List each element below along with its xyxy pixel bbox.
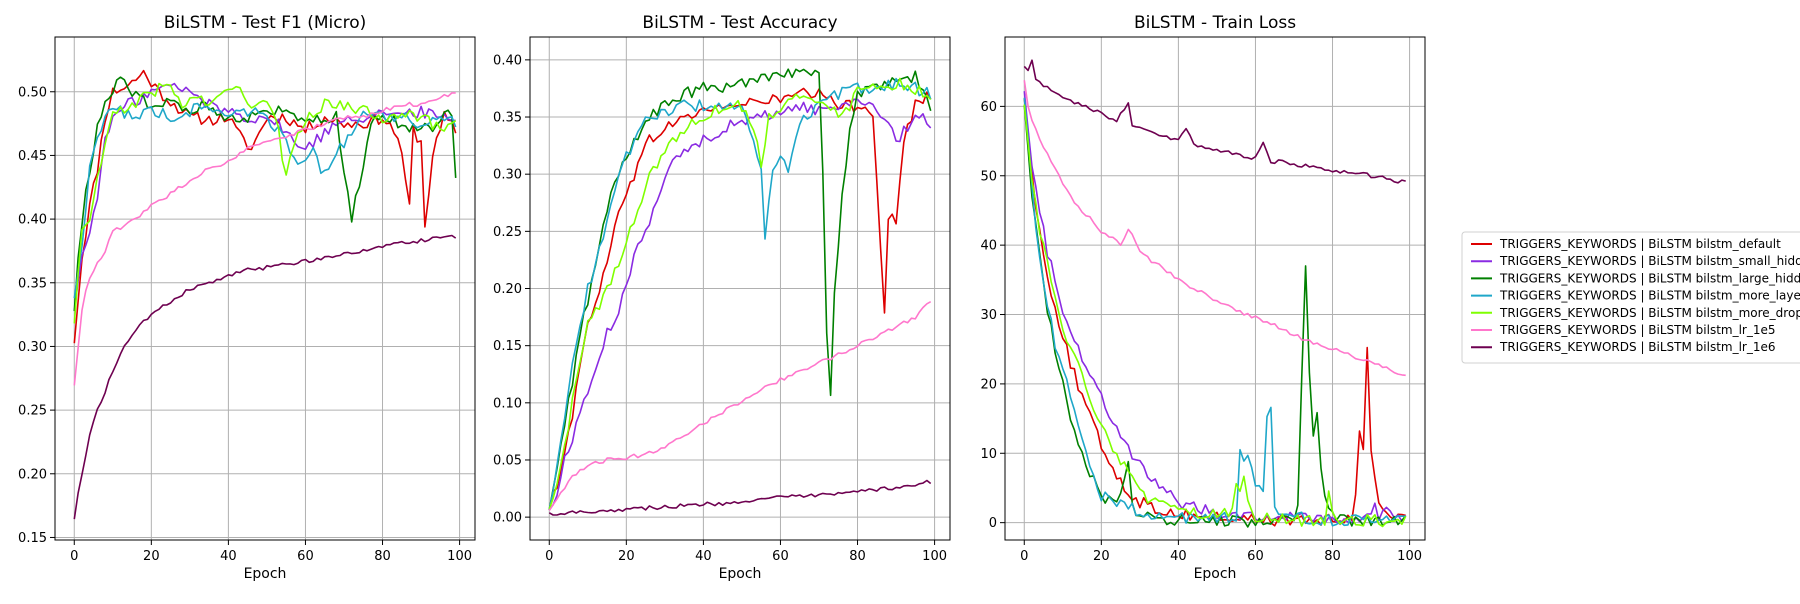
series-line [1023,80,1406,377]
y-tick-label: 0.40 [18,213,47,228]
series-line [548,98,932,511]
x-tick-label: 40 [695,549,712,564]
y-tick-label: 0.40 [493,53,522,68]
y-tick-label: 0.35 [18,276,47,291]
series-line [548,77,932,510]
y-tick-label: 10 [980,447,997,462]
x-tick-label: 80 [1324,549,1341,564]
y-tick-label: 30 [980,308,997,323]
series-group [73,69,457,520]
grid [1005,37,1425,540]
x-tick-label: 60 [772,549,789,564]
series-line [548,300,932,512]
y-tick-label: 0 [989,516,997,531]
series-line [73,76,457,312]
y-tick-label: 0.25 [493,225,522,240]
chart-panel-1: 0 20 40 60 80 100 0.15 0.20 0.25 0.30 0.35 0.40 0.45… [18,13,476,582]
x-tick-label: 20 [618,549,635,564]
grid [55,37,475,540]
x-tick-label: 80 [849,549,866,564]
series-line [73,82,457,324]
series-line [1023,104,1407,528]
y-tick-label: 0.30 [493,168,522,183]
y-tick-label: 0.15 [18,531,47,546]
legend-entry: TRIGGERS_KEYWORDS | BiLSTM bilstm_more_d… [1499,306,1800,320]
x-tick-label: 0 [70,549,78,564]
chart-title: BiLSTM - Train Loss [1134,13,1296,33]
y-tick-label: 0.45 [18,149,47,164]
y-tick-label: 0.15 [493,339,522,354]
x-tick-label: 0 [545,549,553,564]
x-tick-label: 20 [143,549,160,564]
y-tick-label: 0.30 [18,340,47,355]
x-axis-label: Epoch [719,566,762,582]
legend: TRIGGERS_KEYWORDS | BiLSTM bilstm_defaul… [1461,231,1800,364]
series-line [548,87,932,511]
chart-title: BiLSTM - Test Accuracy [642,13,837,33]
y-tick-label: 50 [980,169,997,184]
chart-title: BiLSTM - Test F1 (Micro) [164,13,367,33]
legend-box [1461,231,1800,364]
y-tick-label: 0.10 [493,396,522,411]
chart-panel-2: 0 20 40 60 80 100 0.00 0.05 0.10 0.15 0.20 0.25 0.30… [493,13,951,582]
x-axis-label: Epoch [1194,566,1237,582]
legend-entry: TRIGGERS_KEYWORDS | BiLSTM bilstm_lr_1e5 [1499,323,1776,337]
x-tick-label: 100 [922,549,947,564]
chart-panel-3: 0 20 40 60 80 100 0 10 20 30 40 50 60 BiLSTM - Train … [980,13,1426,582]
series-group [548,68,932,516]
x-tick-label: 60 [1247,549,1264,564]
grid [530,37,950,540]
series-line [548,68,932,510]
y-tick-label: 0.00 [493,511,522,526]
y-tick-label: 40 [980,239,997,254]
plot-frame [54,36,476,541]
x-tick-label: 60 [297,549,314,564]
plot-frame [1004,36,1426,541]
series-group [1023,59,1407,528]
legend-entry: TRIGGERS_KEYWORDS | BiLSTM bilstm_more_l… [1499,289,1800,303]
x-tick-label: 40 [1170,549,1187,564]
y-tick-label: 20 [980,377,997,392]
series-line [73,102,457,299]
y-tick-label: 0.25 [18,404,47,419]
legend-entry: TRIGGERS_KEYWORDS | BiLSTM bilstm_defaul… [1499,237,1781,251]
series-line [1023,97,1406,527]
y-tick-label: 0.20 [18,467,47,482]
y-tick-label: 0.35 [493,111,522,126]
x-axis-label: Epoch [244,566,287,582]
x-tick-label: 40 [220,549,237,564]
series-line [73,69,457,344]
legend-entry: TRIGGERS_KEYWORDS | BiLSTM bilstm_large_… [1499,271,1800,285]
series-line [73,82,456,312]
x-tick-label: 100 [1397,549,1422,564]
legend-entry: TRIGGERS_KEYWORDS | BiLSTM bilstm_small_… [1499,254,1800,268]
x-tick-label: 20 [1093,549,1110,564]
series-line [73,92,456,386]
x-tick-label: 100 [447,549,472,564]
series-line [548,77,932,510]
x-tick-label: 80 [374,549,391,564]
legend-entry: TRIGGERS_KEYWORDS | BiLSTM bilstm_lr_1e6 [1499,340,1776,354]
series-line [1023,104,1407,528]
series-line [1023,59,1406,184]
x-tick-label: 0 [1020,549,1028,564]
y-tick-label: 60 [980,100,997,115]
series-line [548,479,932,516]
y-tick-label: 0.20 [493,282,522,297]
y-tick-label: 0.05 [493,453,522,468]
series-line [1023,91,1407,526]
series-line [73,234,457,520]
series-line [1023,98,1406,527]
y-tick-label: 0.50 [18,85,47,100]
